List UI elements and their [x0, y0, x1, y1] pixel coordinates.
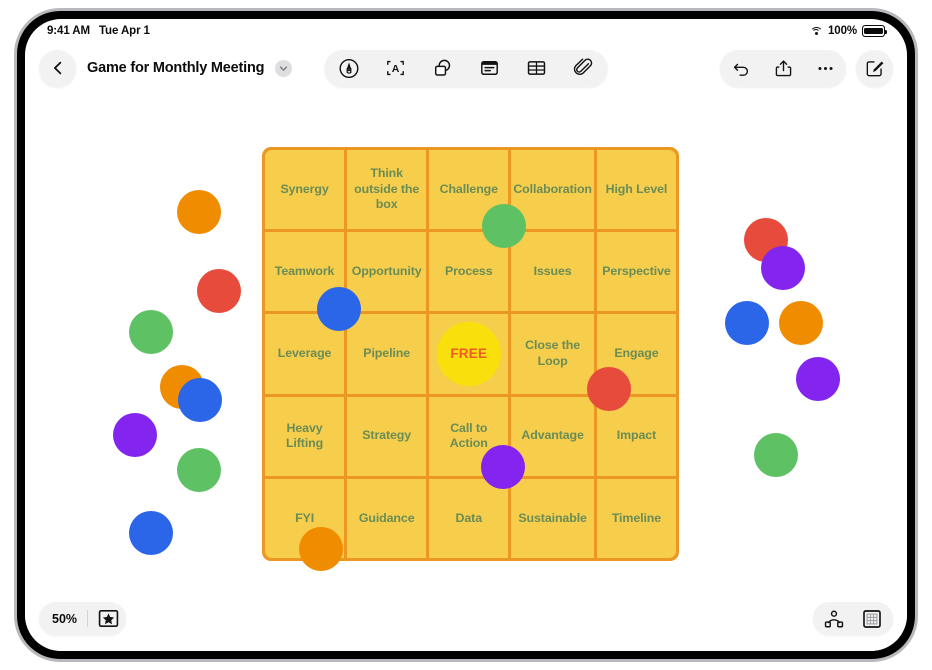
chevron-left-icon [53, 61, 61, 75]
text-box-icon: A [387, 60, 404, 75]
canvas-grid-button[interactable] [862, 609, 882, 629]
bingo-cell[interactable]: Opportunity [347, 232, 427, 312]
marker-blue-board-teamwork[interactable] [317, 287, 361, 331]
bingo-cell[interactable]: Think outside the box [347, 150, 427, 230]
marker-purple-2[interactable] [761, 246, 805, 290]
bingo-cell[interactable]: Collaboration [511, 150, 594, 230]
bingo-cell[interactable]: Engage [596, 314, 676, 394]
status-bar-right: 100% [809, 25, 888, 37]
back-button[interactable] [39, 49, 76, 87]
marker-orange-board-fyi[interactable] [299, 527, 343, 571]
tablet-device-frame: 9:41 AM Tue Apr 1 100% Game for Monthly … [14, 8, 918, 662]
share-up-arrow-icon [775, 59, 791, 76]
marker-purple-1[interactable] [113, 413, 157, 457]
bingo-cell[interactable]: Synergy [265, 150, 345, 230]
marker-blue-2[interactable] [129, 511, 173, 555]
bingo-cell[interactable]: Pipeline [347, 314, 427, 394]
paperclip-icon [573, 58, 593, 76]
node-graph-icon [824, 610, 844, 627]
divider [87, 610, 89, 627]
attachment-tool[interactable] [569, 53, 599, 83]
status-date: Tue Apr 1 [98, 25, 150, 37]
pen-in-circle-icon [339, 58, 358, 78]
undo-button[interactable] [726, 53, 756, 83]
bingo-cell-free[interactable]: FREE [429, 314, 509, 394]
bingo-cell[interactable]: High Level [596, 150, 676, 230]
status-bar: 9:41 AM Tue Apr 1 100% [25, 19, 907, 43]
marker-red-board-closeloop[interactable] [587, 367, 631, 411]
battery-icon [862, 25, 888, 37]
wifi-icon [809, 26, 823, 36]
bingo-cell[interactable]: Perspective [596, 232, 676, 312]
device-bezel: 9:41 AM Tue Apr 1 100% Game for Monthly … [17, 11, 915, 659]
compose-button[interactable] [856, 49, 893, 87]
undo-arrow-icon [733, 63, 748, 76]
bingo-cell[interactable]: Advantage [511, 396, 594, 476]
screen: 9:41 AM Tue Apr 1 100% Game for Monthly … [25, 19, 907, 651]
marker-green-board-challenge[interactable] [482, 204, 526, 248]
note-icon [481, 61, 498, 75]
table-icon [527, 61, 546, 75]
marker-orange-3[interactable] [779, 301, 823, 345]
bingo-cell[interactable]: Heavy Lifting [265, 396, 345, 476]
ellipsis-icon [817, 66, 833, 70]
marker-orange-1[interactable] [177, 190, 221, 234]
battery-percent-label: 100% [827, 25, 857, 37]
bingo-cell[interactable]: Issues [511, 232, 594, 312]
status-bar-left: 9:41 AM Tue Apr 1 [47, 25, 150, 37]
marker-purple-board-calltoaction[interactable] [481, 445, 525, 489]
marker-red-1[interactable] [197, 269, 241, 313]
whiteboard-canvas[interactable]: Synergy Think outside the box Challenge … [25, 93, 907, 651]
bingo-cell[interactable]: Sustainable [511, 478, 594, 558]
sticky-note-tool[interactable] [475, 53, 505, 83]
free-space-label: FREE [450, 345, 488, 361]
right-tool-group [720, 49, 893, 87]
svg-text:A: A [392, 63, 400, 75]
title-dropdown-button[interactable] [275, 59, 293, 77]
text-box-tool[interactable]: A [381, 53, 411, 83]
page-title: Game for Monthly Meeting [87, 60, 265, 76]
canvas-view-controls [813, 602, 893, 635]
zoom-level-label[interactable]: 50% [52, 611, 78, 626]
marker-green-1[interactable] [129, 310, 173, 354]
bingo-board[interactable]: Synergy Think outside the box Challenge … [262, 147, 679, 561]
bingo-cell[interactable]: Guidance [347, 478, 427, 558]
actions-pill [720, 49, 846, 87]
free-space-circle: FREE [436, 321, 501, 386]
zoom-controls: 50% [39, 602, 127, 635]
marker-green-3[interactable] [754, 433, 798, 477]
marker-blue-3[interactable] [725, 301, 769, 345]
status-time: 9:41 AM [47, 25, 90, 37]
markup-pen-tool[interactable] [334, 53, 364, 83]
star-in-box-icon [98, 609, 119, 628]
center-tool-palette: A [324, 49, 608, 87]
title-group: Game for Monthly Meeting [39, 49, 293, 87]
pencil-square-icon [866, 60, 884, 76]
table-tool[interactable] [522, 53, 552, 83]
bingo-cell[interactable]: Timeline [596, 478, 676, 558]
bingo-cell[interactable]: Data [429, 478, 509, 558]
grid-square-icon [863, 609, 881, 628]
bingo-cell[interactable]: Strategy [347, 396, 427, 476]
favorite-button[interactable] [98, 609, 119, 628]
share-button[interactable] [768, 53, 798, 83]
chevron-down-icon [280, 65, 288, 71]
marker-blue-1[interactable] [178, 378, 222, 422]
shapes-icon [434, 59, 451, 76]
shapes-tool[interactable] [428, 53, 458, 83]
connections-button[interactable] [824, 610, 844, 628]
marker-purple-3[interactable] [796, 357, 840, 401]
app-toolbar: Game for Monthly Meeting [25, 43, 907, 93]
marker-green-2[interactable] [177, 448, 221, 492]
bingo-cell[interactable]: Close the Loop [511, 314, 594, 394]
more-button[interactable] [810, 53, 840, 83]
